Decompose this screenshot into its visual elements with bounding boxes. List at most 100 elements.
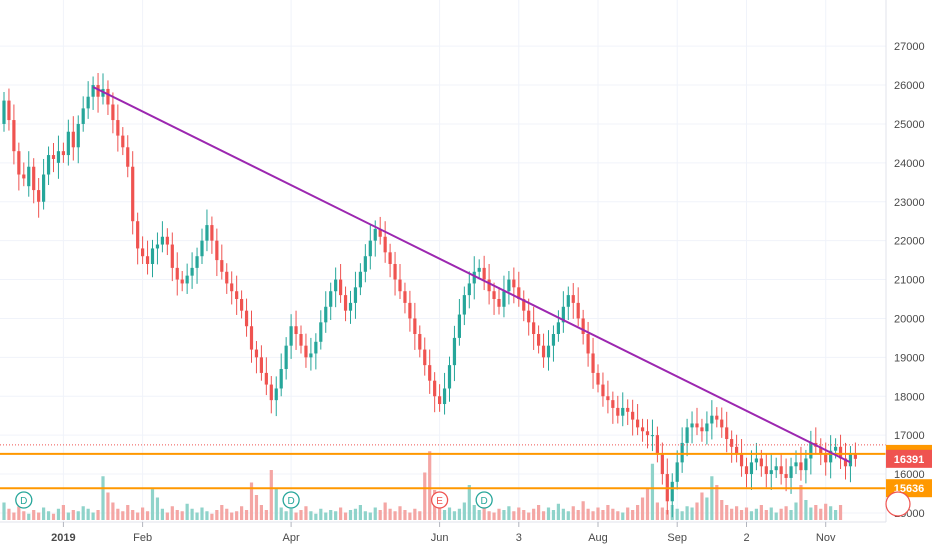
candle-body: [71, 131, 75, 148]
horizontal-levels[interactable]: [0, 444, 886, 490]
candle-body: [794, 462, 798, 467]
candle-body: [532, 322, 536, 335]
candle-body: [190, 267, 194, 276]
candle-body: [631, 411, 635, 420]
volume-bar: [428, 451, 432, 520]
candle-body: [754, 458, 758, 463]
candle-body: [759, 458, 763, 467]
volume-bar: [249, 482, 254, 520]
time-axis[interactable]: 2019 Feb Apr Jun 3 Aug Sep 2 Nov: [51, 522, 836, 544]
volume-bar: [230, 512, 234, 520]
candle-body: [541, 345, 546, 358]
time-tick-label: Sep: [667, 532, 687, 544]
time-tick-label: 2019: [51, 532, 75, 544]
volume-bar: [363, 511, 367, 520]
candle-body: [353, 287, 358, 303]
volume-bar: [180, 511, 184, 520]
candle-body: [566, 295, 570, 307]
candle-body: [230, 283, 234, 292]
candle-body: [269, 384, 273, 401]
candle-body: [591, 353, 595, 373]
candle-body: [329, 291, 333, 307]
candle-body: [46, 155, 51, 175]
volume-bar: [22, 511, 26, 520]
candle-body: [423, 349, 427, 366]
volume-bar: [492, 512, 496, 520]
candlesticks: [2, 72, 857, 518]
candle-body: [56, 151, 61, 163]
volume-bar: [175, 510, 179, 520]
time-tick-label: 3: [516, 532, 522, 544]
candle-body: [843, 458, 848, 467]
candle-body: [487, 279, 491, 292]
volume-bar: [650, 463, 655, 520]
price-axis[interactable]: 1500016000170001800019000200002100022000…: [894, 41, 925, 520]
candle-body: [141, 248, 145, 257]
volume-bar: [210, 513, 214, 520]
volume-bar: [413, 508, 417, 520]
volume-bar: [561, 508, 565, 520]
price-tick-label: 22000: [894, 236, 925, 248]
candle-body: [339, 279, 343, 296]
volume-bar: [136, 512, 140, 520]
volume-bar: [640, 497, 645, 520]
candle-body: [452, 337, 457, 366]
candle-body: [537, 334, 541, 346]
candle-body: [324, 306, 328, 323]
candle-body: [398, 279, 402, 292]
volume-bar: [631, 510, 635, 520]
volume-bar: [279, 507, 283, 520]
volume-bar: [254, 495, 259, 520]
candle-body: [225, 271, 229, 284]
volume-bar: [398, 506, 402, 520]
volume-bar: [66, 512, 70, 520]
volume-bar: [56, 508, 61, 520]
volume-bar: [606, 505, 610, 520]
volume-bar: [17, 506, 21, 520]
candle-body: [279, 369, 283, 389]
candle-body: [2, 100, 6, 124]
price-tick-label: 16000: [894, 469, 925, 481]
candle-body: [289, 326, 293, 346]
scroll-to-realtime-icon[interactable]: [885, 491, 911, 517]
volume-bar: [739, 510, 744, 520]
volume-bar: [96, 510, 100, 520]
candle-body: [274, 388, 278, 401]
price-tick-label: 24000: [894, 158, 925, 170]
candle-body: [96, 85, 100, 97]
volume-bar: [735, 506, 739, 520]
volume-bar: [838, 505, 843, 520]
price-tick-label: 27000: [894, 41, 925, 53]
volume-bar: [264, 510, 268, 520]
volume-bar: [527, 512, 531, 520]
volume-bar: [51, 513, 56, 520]
candle-body: [259, 357, 263, 373]
volume-bar: [789, 510, 793, 520]
candle-body: [116, 120, 120, 136]
volume-bar: [304, 506, 308, 520]
volume-bar: [438, 505, 442, 520]
candle-body: [561, 306, 565, 323]
candle-body: [636, 419, 640, 428]
candle-body: [804, 458, 808, 471]
volume-bar: [309, 511, 313, 520]
volume-bar: [601, 510, 605, 520]
volume-bar: [155, 497, 160, 520]
candle-body: [838, 446, 843, 459]
volume-bar: [720, 500, 724, 520]
trendline[interactable]: [92, 86, 851, 464]
volume-bar: [477, 510, 481, 520]
volume-bar: [86, 508, 90, 520]
candle-body: [121, 135, 125, 148]
volume-bar: [769, 507, 773, 520]
candle-body: [27, 166, 31, 187]
candle-body: [571, 295, 575, 303]
volume-bar: [591, 511, 595, 520]
candle-body: [309, 353, 313, 358]
volume-bar: [190, 508, 194, 520]
candle-body: [413, 318, 417, 335]
volume-bar: [581, 501, 585, 520]
candle-body: [175, 267, 179, 280]
